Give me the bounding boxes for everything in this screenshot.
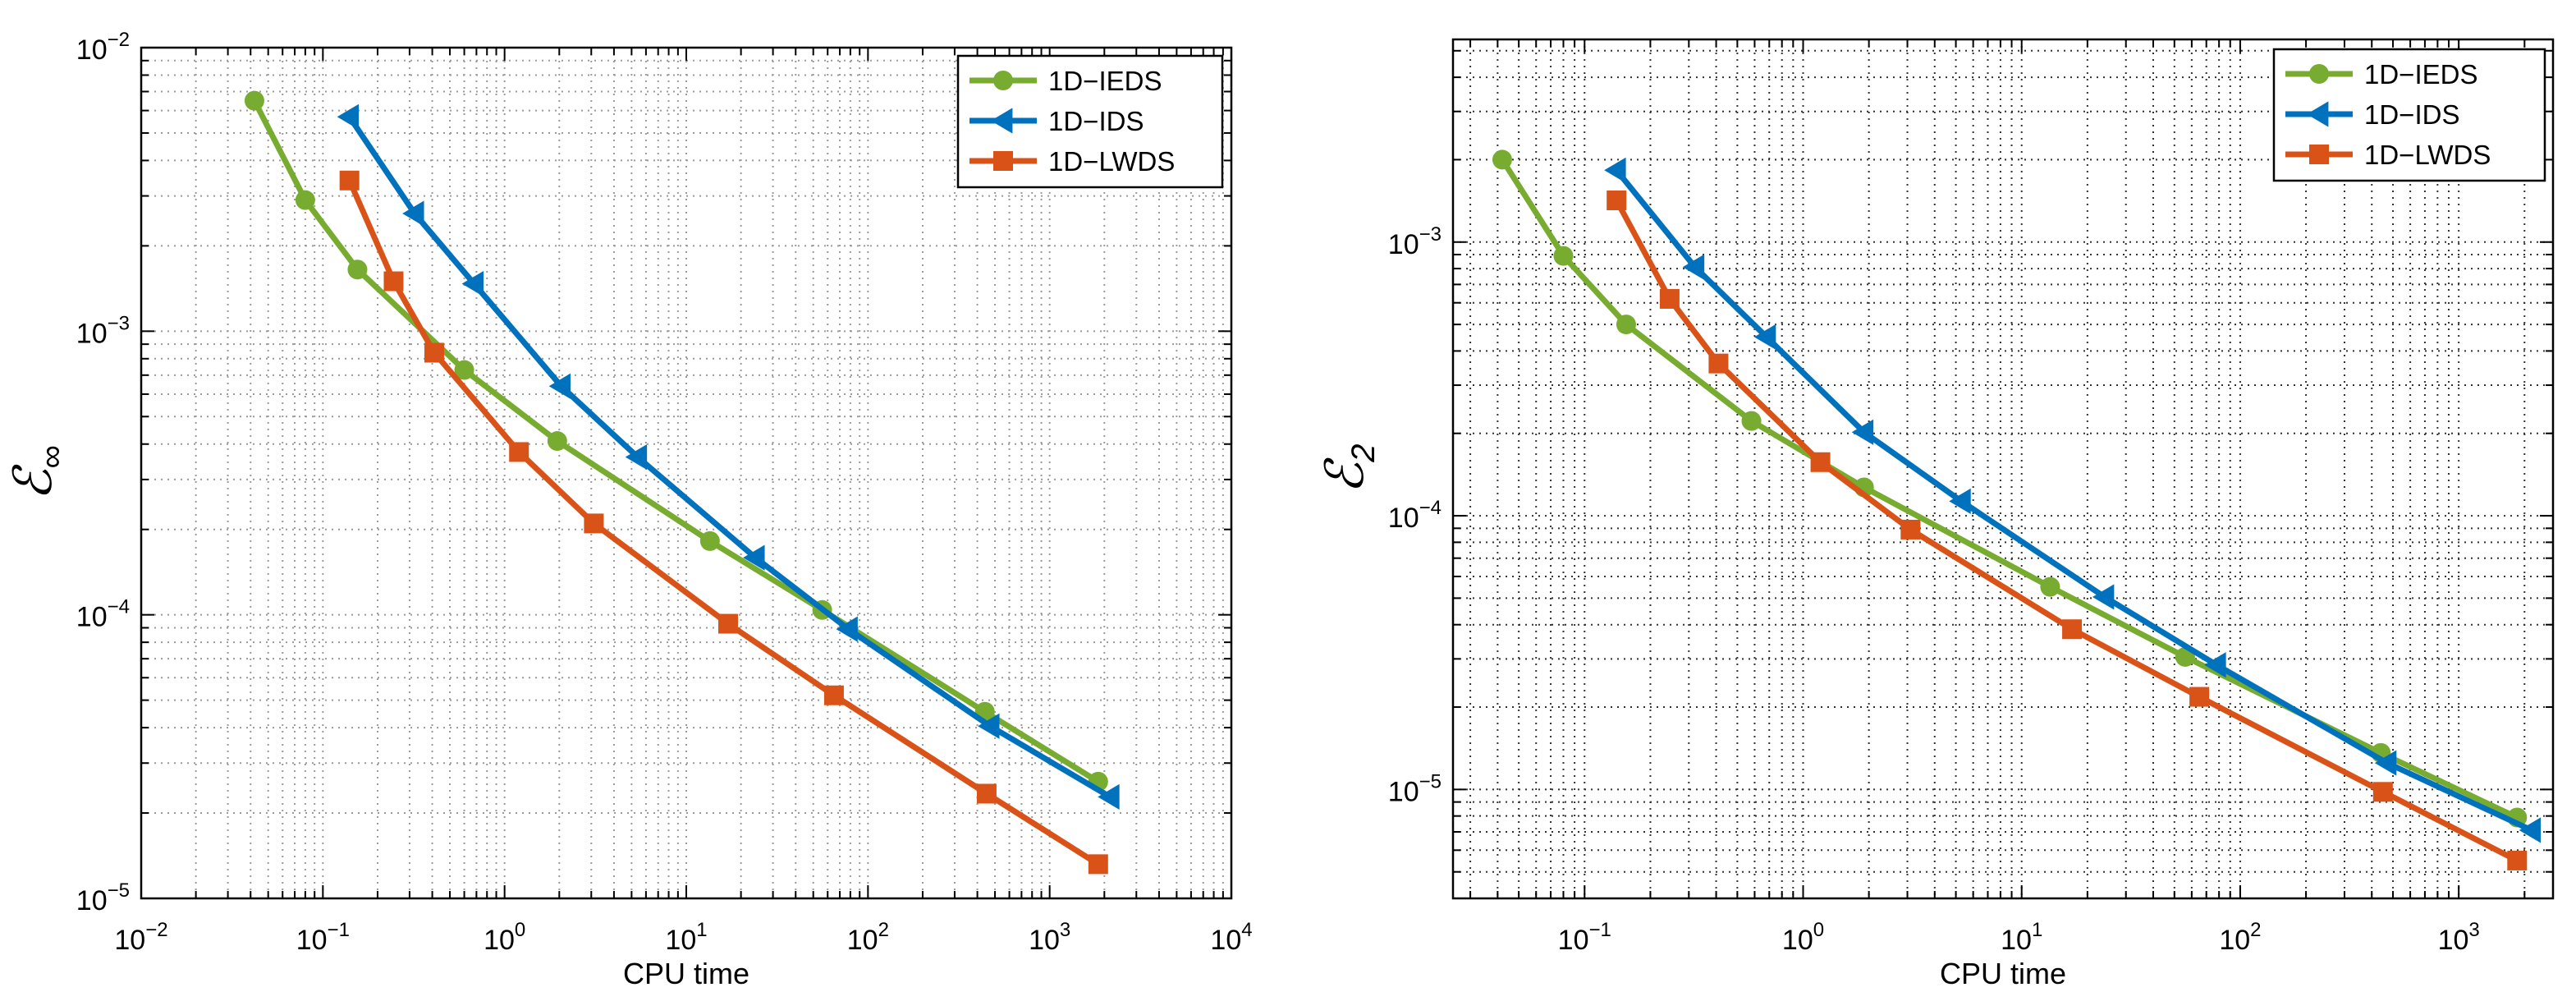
series-1D−LWDS <box>339 170 1108 875</box>
data-point <box>337 103 360 130</box>
data-point <box>1607 191 1627 211</box>
axes-box <box>140 46 1233 900</box>
data-point <box>1708 353 1729 374</box>
legend-entry-label: 1D−IEDS <box>2364 59 2477 90</box>
data-point <box>1851 419 1874 445</box>
data-point <box>1741 411 1762 431</box>
data-point <box>2519 817 2542 843</box>
legend-entry-label: 1D−IEDS <box>1048 66 1162 96</box>
data-point <box>548 373 571 399</box>
data-point <box>295 190 315 210</box>
data-point <box>1604 157 1626 183</box>
y-tick-label: 10−2 <box>76 29 130 66</box>
data-point <box>402 200 424 227</box>
data-point <box>836 616 858 642</box>
data-point <box>2309 64 2329 84</box>
x-tick-label: 102 <box>2219 919 2261 956</box>
series-1D−IDS <box>337 103 1120 810</box>
data-point <box>339 170 360 191</box>
data-point <box>991 108 1013 134</box>
data-point <box>547 431 567 452</box>
x-tick-label: 101 <box>2001 919 2042 956</box>
legend: 1D−IEDS 1D−IDS 1D−LWDS <box>2272 48 2546 182</box>
data-point <box>1616 315 1636 335</box>
chart-panel-2: 10−1 100 101 102 103 10−5 10−4 10−3 CPU time ℰ2 1D… <box>1315 38 2555 990</box>
x-tick-label: 10−1 <box>1558 919 1611 956</box>
legend-entry-label: 1D−LWDS <box>1048 146 1175 177</box>
data-point <box>1810 452 1831 472</box>
data-point <box>2040 576 2060 597</box>
tick-marks <box>1453 39 2553 899</box>
data-point <box>1492 149 1512 170</box>
data-point <box>2062 619 2083 640</box>
y-tick-label: 10−3 <box>1388 223 1442 260</box>
data-point <box>978 713 1000 739</box>
data-point <box>993 71 1013 90</box>
series-1D−LWDS <box>1607 191 2528 870</box>
y-tick-label: 10−5 <box>1388 770 1442 807</box>
x-tick-label: 100 <box>1782 919 1824 956</box>
data-point <box>383 271 404 292</box>
data-point <box>2189 687 2210 707</box>
plot-area <box>141 48 1231 898</box>
data-point <box>976 783 997 804</box>
data-point <box>1088 854 1108 875</box>
data-point <box>584 513 604 534</box>
y-tick-label: 10−4 <box>76 596 130 633</box>
y-tick-label: 10−5 <box>76 879 130 916</box>
x-axis-label: CPU time <box>1940 957 2066 990</box>
data-point <box>823 685 844 705</box>
legend-entry-label: 1D−LWDS <box>2364 140 2491 170</box>
series-1D−IDS <box>1604 157 2542 843</box>
data-point <box>1553 246 1574 266</box>
y-tick-label: 10−3 <box>76 312 130 349</box>
legend-entry-label: 1D−IDS <box>2364 99 2459 130</box>
data-point <box>1659 288 1680 309</box>
data-point <box>743 544 765 571</box>
data-point <box>244 90 264 111</box>
x-tick-label: 104 <box>1210 919 1252 956</box>
x-tick-label: 10−1 <box>296 919 350 956</box>
legend-entry-label: 1D−IDS <box>1048 106 1144 136</box>
chart-panel-1: 10−2 10−1 100 101 102 103 104 10−5 10−4 10−3 10−2 C… <box>3 29 1253 990</box>
x-tick-label: 101 <box>665 919 707 956</box>
y-tick-label: 10−4 <box>1388 497 1442 534</box>
data-point <box>454 360 474 380</box>
data-point <box>2507 850 2528 870</box>
data-point <box>2307 101 2329 127</box>
y-axis-label: ℰ2 <box>1315 444 1382 494</box>
x-tick-label: 103 <box>1029 919 1070 956</box>
data-point <box>509 442 529 462</box>
x-axis-label: CPU time <box>623 957 749 990</box>
series-1D−IEDS <box>244 90 1108 792</box>
data-point <box>718 613 739 634</box>
data-point <box>2204 652 2226 678</box>
data-point <box>424 342 444 363</box>
data-point <box>2092 584 2115 610</box>
data-point <box>993 151 1013 171</box>
axes-box <box>1451 38 2555 900</box>
y-axis-label: ℰ∞ <box>3 445 70 500</box>
x-tick-label: 103 <box>2438 919 2480 956</box>
data-point <box>1682 254 1705 280</box>
x-tick-label: 10−2 <box>114 919 167 956</box>
data-point <box>2372 782 2393 802</box>
x-tick-label: 102 <box>847 919 889 956</box>
data-point <box>1949 488 1971 514</box>
data-point <box>2374 750 2397 776</box>
data-point <box>2309 145 2329 164</box>
data-point <box>625 443 648 471</box>
data-point <box>699 530 720 551</box>
x-tick-label: 100 <box>484 919 525 956</box>
data-point <box>1900 519 1921 540</box>
data-point <box>1098 783 1120 810</box>
data-point <box>461 270 484 297</box>
data-point <box>347 259 368 280</box>
data-point <box>1753 324 1776 350</box>
legend: 1D−IEDS 1D−IDS 1D−LWDS <box>956 54 1224 189</box>
